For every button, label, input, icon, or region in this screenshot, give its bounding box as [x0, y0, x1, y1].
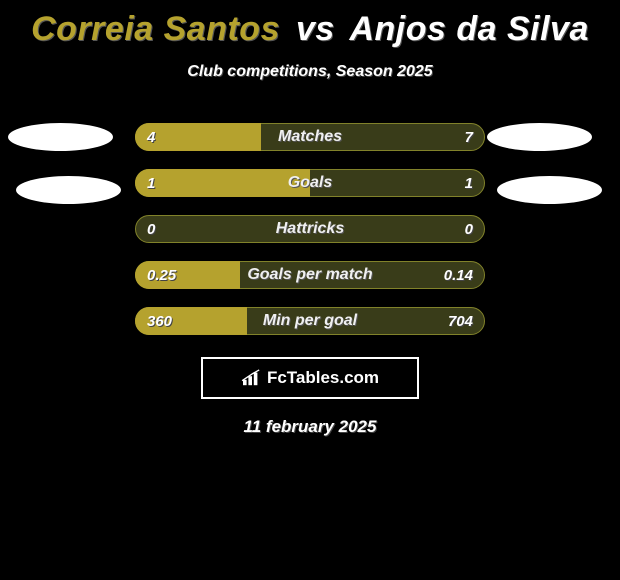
player1-name: Correia Santos	[31, 10, 280, 48]
stat-bar: 360704Min per goal	[135, 307, 485, 335]
date: 11 february 2025	[0, 417, 620, 437]
subtitle: Club competitions, Season 2025	[0, 63, 620, 81]
stat-bar: 47Matches	[135, 123, 485, 151]
comparison-infographic: Correia Santos vs Anjos da Silva Club co…	[0, 0, 620, 580]
logo: FcTables.com	[241, 368, 379, 388]
stat-bar: 00Hattricks	[135, 215, 485, 243]
vs-label: vs	[296, 10, 335, 48]
stat-bar: 0.250.14Goals per match	[135, 261, 485, 289]
bar-chart-icon	[241, 369, 263, 387]
ellipse-decoration	[8, 123, 113, 151]
player2-name: Anjos da Silva	[349, 10, 588, 48]
stat-bar: 11Goals	[135, 169, 485, 197]
stat-bars: 47Matches 11Goals 00Hattricks 0.250.14Goals…	[0, 123, 620, 335]
ellipse-decoration	[487, 123, 592, 151]
logo-text: FcTables.com	[267, 368, 379, 388]
stat-label: Matches	[135, 123, 485, 151]
logo-box: FcTables.com	[201, 357, 419, 399]
ellipse-decoration	[16, 176, 121, 204]
ellipse-decoration	[497, 176, 602, 204]
stat-label: Goals per match	[135, 261, 485, 289]
stat-label: Hattricks	[135, 215, 485, 243]
title: Correia Santos vs Anjos da Silva	[0, 0, 620, 49]
stat-label: Min per goal	[135, 307, 485, 335]
stat-label: Goals	[135, 169, 485, 197]
